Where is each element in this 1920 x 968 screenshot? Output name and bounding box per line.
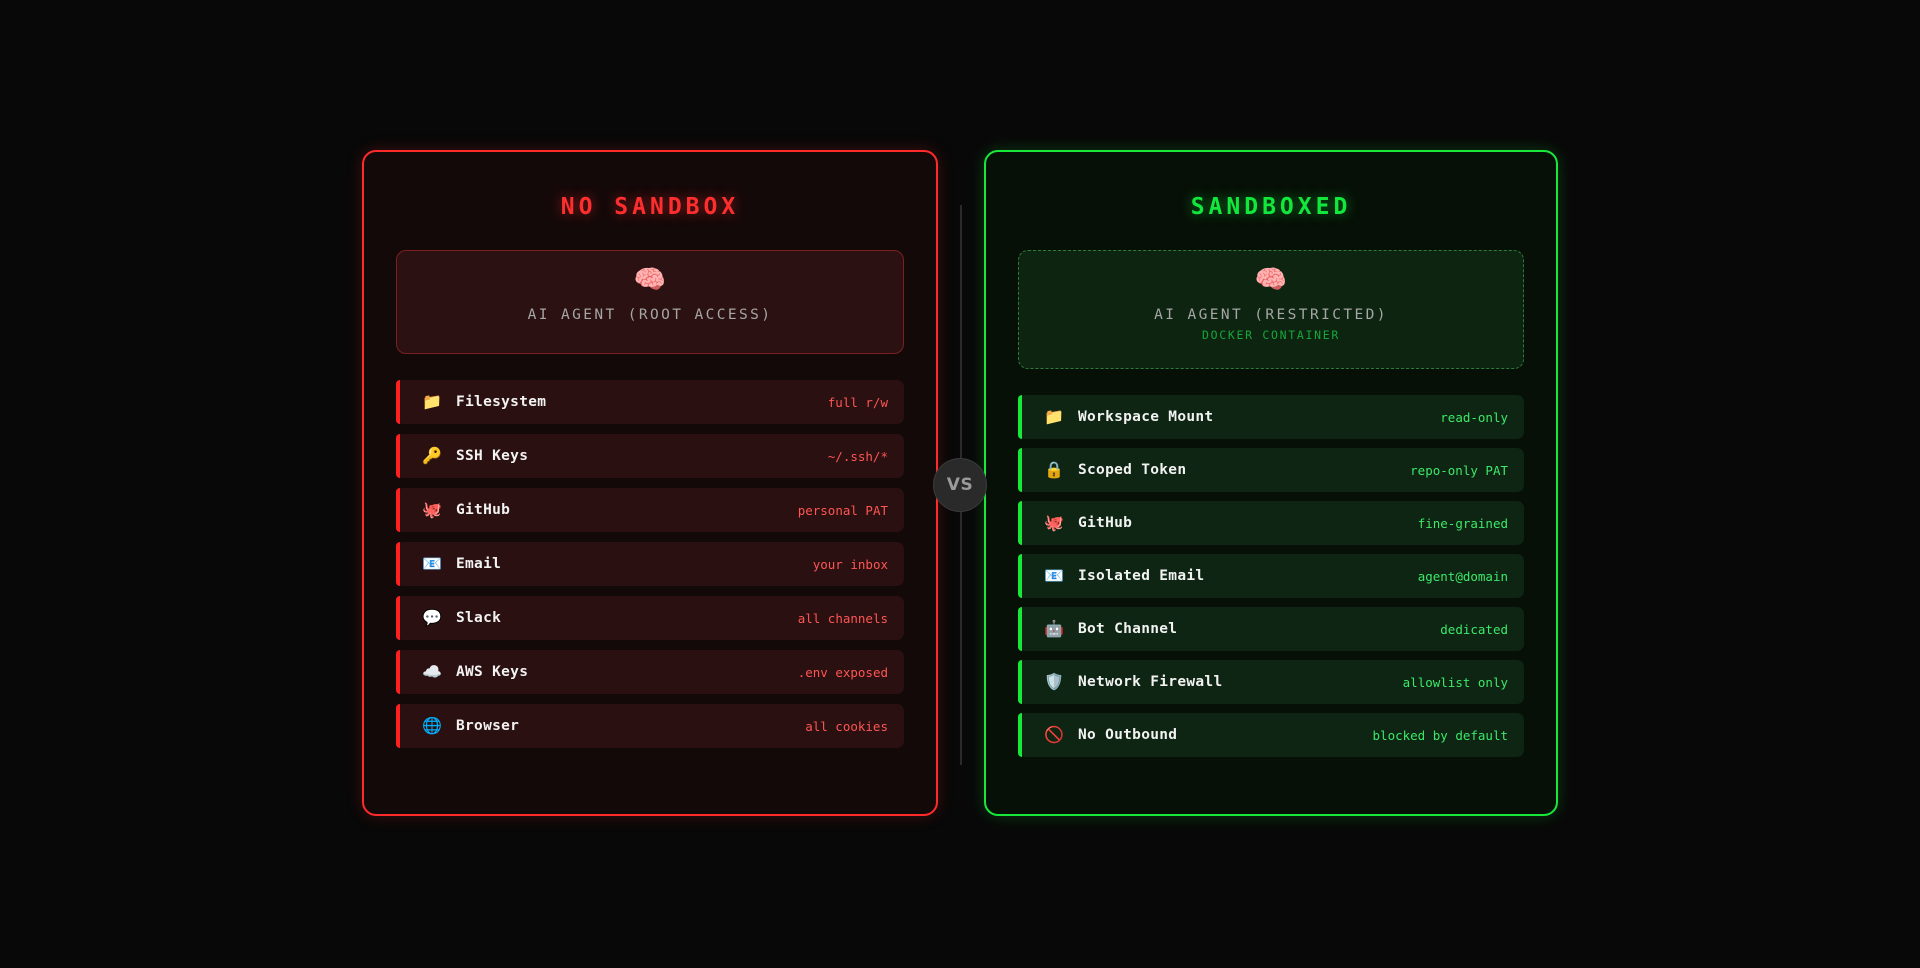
row-accent-bar bbox=[1018, 501, 1022, 545]
row-value: allowlist only bbox=[1402, 674, 1508, 690]
list-item[interactable]: 🐙 GitHub personal PAT bbox=[396, 488, 904, 532]
agent-box-root: 🧠 AI AGENT (ROOT ACCESS) bbox=[396, 250, 904, 354]
brain-emoji: 🧠 bbox=[633, 265, 667, 295]
row-value: blocked by default bbox=[1372, 727, 1508, 743]
list-item[interactable]: 🔑 SSH Keys ~/.ssh/* bbox=[396, 434, 904, 478]
octopus-icon: 🐙 bbox=[422, 500, 442, 519]
row-accent-bar bbox=[1018, 713, 1022, 757]
row-value: all cookies bbox=[805, 718, 888, 734]
row-value: personal PAT bbox=[797, 502, 888, 518]
row-label: Isolated Email bbox=[1078, 568, 1205, 584]
row-accent-bar bbox=[396, 434, 400, 478]
list-item[interactable]: ☁️ AWS Keys .env exposed bbox=[396, 650, 904, 694]
row-label: No Outbound bbox=[1078, 727, 1178, 743]
row-accent-bar bbox=[396, 650, 400, 694]
row-accent-bar bbox=[1018, 395, 1022, 439]
list-item[interactable]: 🌐 Browser all cookies bbox=[396, 704, 904, 748]
brain-emoji: 🧠 bbox=[1254, 265, 1288, 295]
list-item[interactable]: 📁 Workspace Mount read-only bbox=[1018, 395, 1524, 439]
folder-icon: 📁 bbox=[1044, 407, 1064, 426]
row-label: Workspace Mount bbox=[1078, 409, 1214, 425]
panel-title-sandboxed: SANDBOXED bbox=[1190, 194, 1352, 220]
row-label: GitHub bbox=[456, 502, 511, 518]
folder-icon: 📁 bbox=[422, 392, 442, 411]
row-label: SSH Keys bbox=[456, 448, 529, 464]
row-label: AWS Keys bbox=[456, 664, 529, 680]
row-value: repo-only PAT bbox=[1410, 462, 1508, 478]
cloud-icon: ☁️ bbox=[422, 662, 442, 681]
row-label: Browser bbox=[456, 718, 520, 734]
row-value: ~/.ssh/* bbox=[827, 448, 888, 464]
row-accent-bar bbox=[1018, 448, 1022, 492]
row-label: Scoped Token bbox=[1078, 462, 1187, 478]
list-item[interactable]: 🤖 Bot Channel dedicated bbox=[1018, 607, 1524, 651]
list-item[interactable]: 🔒 Scoped Token repo-only PAT bbox=[1018, 448, 1524, 492]
prohibited-icon: 🚫 bbox=[1044, 725, 1064, 744]
panel-no-sandbox: NO SANDBOX 🧠 AI AGENT (ROOT ACCESS) 📁 Fi… bbox=[362, 150, 938, 816]
row-accent-bar bbox=[396, 542, 400, 586]
list-item[interactable]: 💬 Slack all channels bbox=[396, 596, 904, 640]
globe-icon: 🌐 bbox=[422, 716, 442, 735]
list-item[interactable]: 🚫 No Outbound blocked by default bbox=[1018, 713, 1524, 757]
list-item[interactable]: 📧 Email your inbox bbox=[396, 542, 904, 586]
row-accent-bar bbox=[396, 380, 400, 424]
list-item[interactable]: 📧 Isolated Email agent@domain bbox=[1018, 554, 1524, 598]
row-accent-bar bbox=[1018, 607, 1022, 651]
key-icon: 🔑 bbox=[422, 446, 442, 465]
panel-title-no-sandbox: NO SANDBOX bbox=[560, 194, 740, 220]
lock-icon: 🔒 bbox=[1044, 460, 1064, 479]
row-value: agent@domain bbox=[1417, 568, 1508, 584]
vs-label: VS bbox=[946, 475, 974, 495]
row-accent-bar bbox=[1018, 554, 1022, 598]
row-value: full r/w bbox=[827, 394, 888, 410]
row-accent-bar bbox=[396, 596, 400, 640]
row-label: GitHub bbox=[1078, 515, 1133, 531]
agent-sublabel-docker: DOCKER CONTAINER bbox=[1202, 328, 1340, 342]
row-label: Slack bbox=[456, 610, 502, 626]
capability-list-no-sandbox: 📁 Filesystem full r/w 🔑 SSH Keys ~/.ssh/… bbox=[396, 380, 904, 748]
row-label: Email bbox=[456, 556, 502, 572]
list-item[interactable]: 📁 Filesystem full r/w bbox=[396, 380, 904, 424]
capability-list-sandboxed: 📁 Workspace Mount read-only 🔒 Scoped Tok… bbox=[1018, 395, 1524, 757]
agent-label-root: AI AGENT (ROOT ACCESS) bbox=[527, 307, 773, 323]
row-accent-bar bbox=[1018, 660, 1022, 704]
robot-icon: 🤖 bbox=[1044, 619, 1064, 638]
agent-label-restricted: AI AGENT (RESTRICTED) bbox=[1154, 307, 1388, 323]
row-value: your inbox bbox=[812, 556, 888, 572]
speech-balloon-icon: 💬 bbox=[422, 608, 442, 627]
row-value: fine-grained bbox=[1417, 515, 1508, 531]
shield-icon: 🛡️ bbox=[1044, 672, 1064, 691]
email-icon: 📧 bbox=[422, 554, 442, 573]
row-value: all channels bbox=[797, 610, 888, 626]
row-label: Bot Channel bbox=[1078, 621, 1178, 637]
list-item[interactable]: 🛡️ Network Firewall allowlist only bbox=[1018, 660, 1524, 704]
agent-box-restricted: 🧠 AI AGENT (RESTRICTED) DOCKER CONTAINER bbox=[1018, 250, 1524, 369]
row-value: .env exposed bbox=[797, 664, 888, 680]
row-label: Network Firewall bbox=[1078, 674, 1223, 690]
vs-badge: VS bbox=[933, 458, 987, 512]
list-item[interactable]: 🐙 GitHub fine-grained bbox=[1018, 501, 1524, 545]
row-label: Filesystem bbox=[456, 394, 547, 410]
row-accent-bar bbox=[396, 704, 400, 748]
row-value: dedicated bbox=[1440, 621, 1508, 637]
panel-sandboxed: SANDBOXED 🧠 AI AGENT (RESTRICTED) DOCKER… bbox=[984, 150, 1558, 816]
row-accent-bar bbox=[396, 488, 400, 532]
email-icon: 📧 bbox=[1044, 566, 1064, 585]
octopus-icon: 🐙 bbox=[1044, 513, 1064, 532]
row-value: read-only bbox=[1440, 409, 1508, 425]
